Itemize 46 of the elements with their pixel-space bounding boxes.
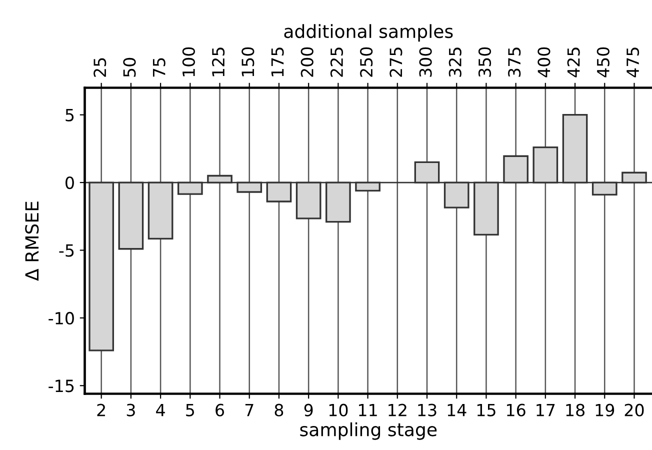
x2-tick-label: 175 — [271, 48, 284, 76]
x2-tick-label: 225 — [330, 48, 344, 77]
y-tick-label: 0 — [66, 176, 74, 190]
y-axis-title: Δ RMSEE — [25, 202, 39, 281]
x-tick-label: 4 — [156, 404, 165, 416]
x2-tick-label: 250 — [360, 47, 373, 77]
x-axis-title: sampling stage — [300, 422, 437, 440]
x2-tick-label: 425 — [567, 48, 580, 78]
x2-tick-label: 75 — [153, 58, 166, 77]
x2-tick-label: 450 — [596, 47, 610, 78]
x-tick-label: 9 — [304, 404, 313, 416]
x-tick-label: 14 — [448, 404, 466, 416]
x-tick-label: 11 — [359, 404, 377, 416]
x2-tick-label: 100 — [182, 47, 195, 76]
y-tick-label: 5 — [66, 109, 74, 122]
x2-tick-label: 200 — [300, 47, 314, 77]
x-tick-label: 6 — [216, 404, 224, 416]
x-tick-label: 10 — [329, 404, 348, 416]
x-tick-label: 13 — [418, 404, 436, 416]
x-tick-label: 16 — [507, 404, 526, 416]
x2-tick-label: 25 — [94, 58, 106, 77]
y-tick-label: -10 — [48, 312, 74, 324]
x2-axis-title: additional samples — [284, 24, 453, 42]
x-tick-label: 17 — [536, 404, 555, 416]
x-tick-label: 2 — [97, 404, 105, 416]
x2-tick-label: 50 — [123, 58, 136, 77]
x2-tick-label: 150 — [242, 47, 254, 76]
x2-tick-label: 350 — [478, 47, 492, 77]
x-tick-label: 12 — [388, 404, 406, 416]
x-tick-label: 19 — [596, 404, 614, 416]
x-tick-label: 7 — [245, 404, 254, 416]
x2-tick-label: 125 — [212, 48, 225, 76]
x2-tick-label: 300 — [419, 47, 432, 77]
x2-tick-label: 275 — [390, 48, 402, 77]
x-tick-label: 8 — [274, 404, 284, 416]
y-tick-label: -5 — [59, 244, 74, 257]
x2-tick-label: 375 — [508, 48, 521, 77]
y-tick-label: -15 — [48, 380, 74, 392]
x-tick-label: 15 — [477, 404, 496, 416]
x2-tick-label: 325 — [448, 48, 462, 77]
x-tick-label: 3 — [126, 404, 135, 416]
x-tick-label: 20 — [624, 404, 644, 416]
x-tick-label: 18 — [566, 404, 584, 416]
x-tick-label: 5 — [186, 404, 194, 416]
x2-tick-label: 475 — [626, 48, 640, 78]
x2-tick-label: 400 — [538, 47, 550, 78]
